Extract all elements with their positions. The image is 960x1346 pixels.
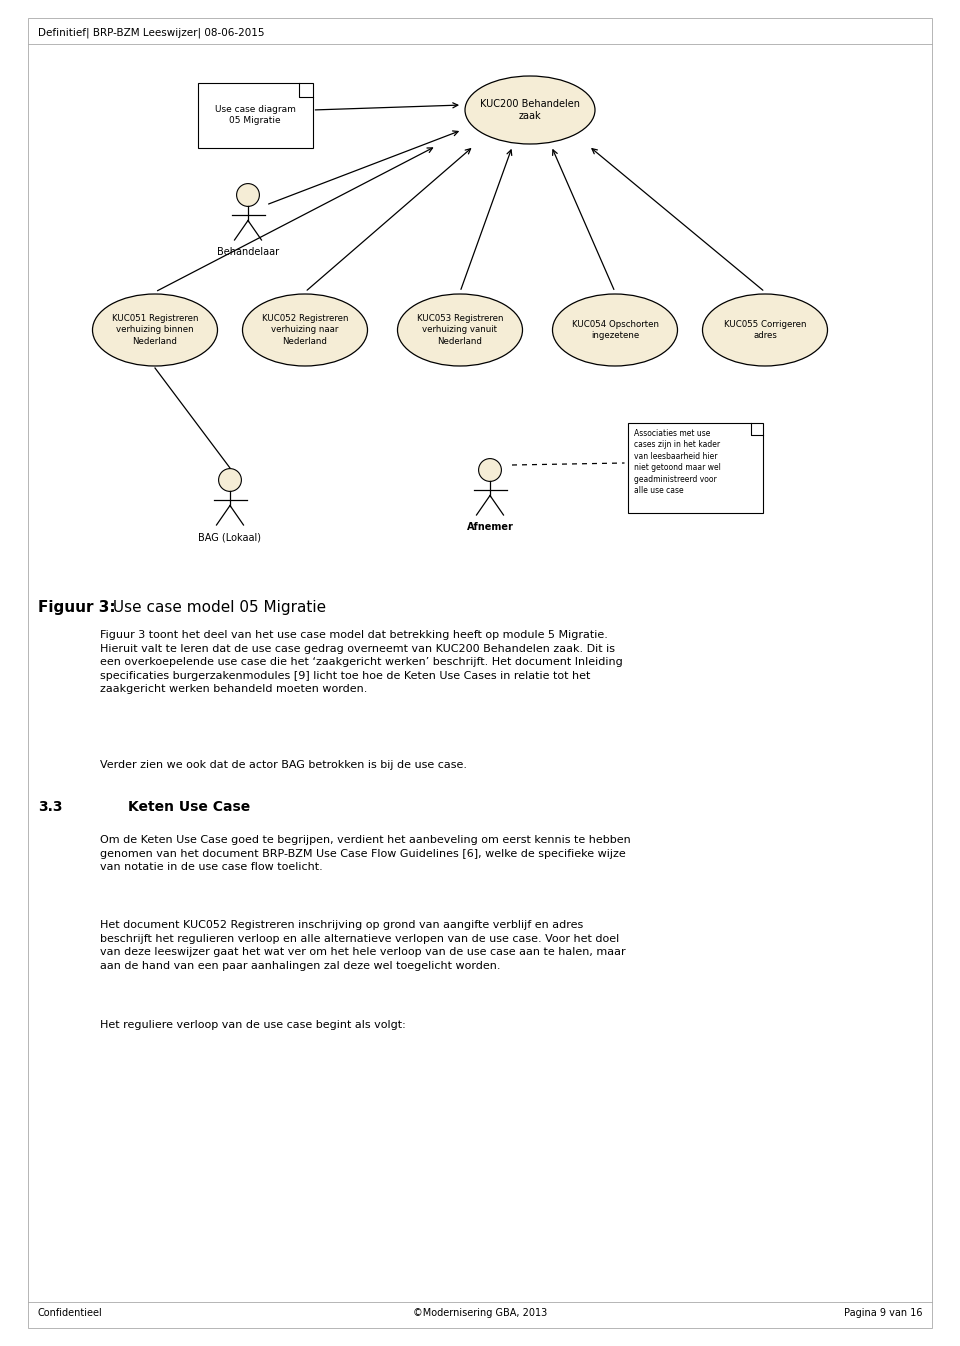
Text: KUC051 Registreren
verhuizing binnen
Nederland: KUC051 Registreren verhuizing binnen Ned… [111, 315, 199, 346]
Text: KUC200 Behandelen
zaak: KUC200 Behandelen zaak [480, 98, 580, 121]
FancyBboxPatch shape [198, 82, 313, 148]
Circle shape [219, 468, 241, 491]
Text: Om de Keten Use Case goed te begrijpen, verdient het aanbeveling om eerst kennis: Om de Keten Use Case goed te begrijpen, … [100, 835, 631, 872]
Text: KUC054 Opschorten
ingezetene: KUC054 Opschorten ingezetene [571, 320, 659, 341]
Ellipse shape [703, 293, 828, 366]
Text: Use case model 05 Migratie: Use case model 05 Migratie [108, 600, 326, 615]
Text: KUC055 Corrigeren
adres: KUC055 Corrigeren adres [724, 320, 806, 341]
FancyBboxPatch shape [628, 423, 762, 513]
Circle shape [479, 459, 501, 482]
Circle shape [236, 183, 259, 206]
Text: Associaties met use
cases zijn in het kader
van leesbaarheid hier
niet getoond m: Associaties met use cases zijn in het ka… [634, 429, 720, 495]
Text: Behandelaar: Behandelaar [217, 248, 279, 257]
Ellipse shape [243, 293, 368, 366]
Text: KUC053 Registreren
verhuizing vanuit
Nederland: KUC053 Registreren verhuizing vanuit Ned… [417, 315, 503, 346]
Text: Confidentieel: Confidentieel [38, 1308, 103, 1318]
Text: Het document KUC052 Registreren inschrijving op grond van aangifte verblijf en a: Het document KUC052 Registreren inschrij… [100, 921, 626, 970]
Text: Het reguliere verloop van de use case begint als volgt:: Het reguliere verloop van de use case be… [100, 1020, 406, 1030]
Ellipse shape [397, 293, 522, 366]
Text: Figuur 3 toont het deel van het use case model dat betrekking heeft op module 5 : Figuur 3 toont het deel van het use case… [100, 630, 623, 695]
Ellipse shape [553, 293, 678, 366]
Text: ©Modernisering GBA, 2013: ©Modernisering GBA, 2013 [413, 1308, 547, 1318]
Text: Keten Use Case: Keten Use Case [128, 800, 251, 814]
Text: Figuur 3:: Figuur 3: [38, 600, 115, 615]
Text: Use case diagram
05 Migratie: Use case diagram 05 Migratie [215, 105, 296, 125]
Ellipse shape [92, 293, 218, 366]
Text: 3.3: 3.3 [38, 800, 62, 814]
Text: KUC052 Registreren
verhuizing naar
Nederland: KUC052 Registreren verhuizing naar Neder… [262, 315, 348, 346]
Text: Afnemer: Afnemer [467, 522, 514, 532]
Text: Definitief| BRP-BZM Leeswijzer| 08-06-2015: Definitief| BRP-BZM Leeswijzer| 08-06-20… [38, 28, 265, 39]
Text: Verder zien we ook dat de actor BAG betrokken is bij de use case.: Verder zien we ook dat de actor BAG betr… [100, 760, 467, 770]
Ellipse shape [465, 75, 595, 144]
Text: BAG (Lokaal): BAG (Lokaal) [199, 532, 261, 542]
Text: Pagina 9 van 16: Pagina 9 van 16 [844, 1308, 922, 1318]
